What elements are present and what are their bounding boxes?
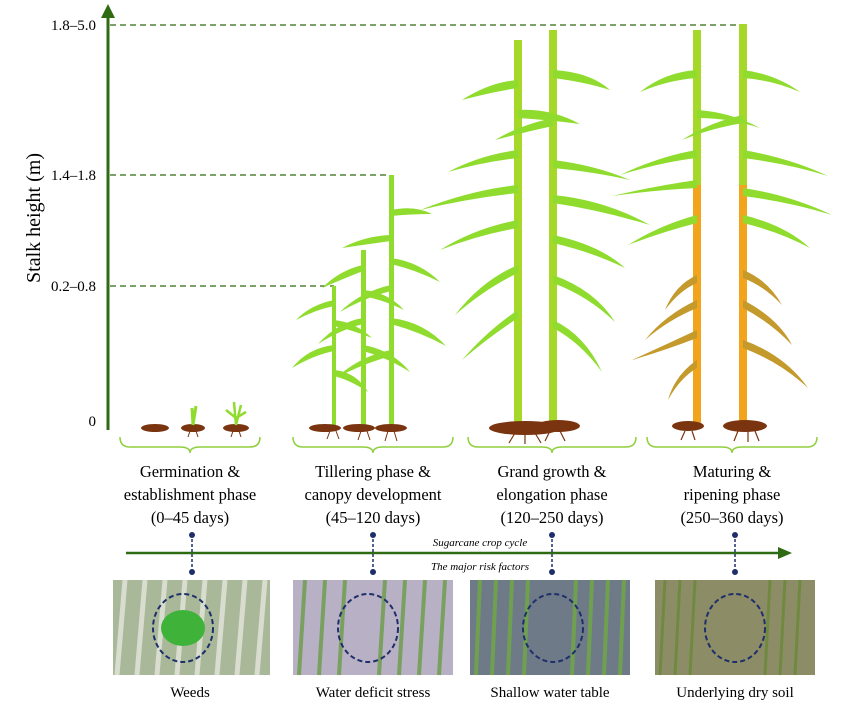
risk-label-water-deficit: Water deficit stress: [316, 685, 431, 701]
phase-2-line-2: canopy development: [305, 485, 442, 504]
y-tick-label-lower: 0.2–0.8: [51, 279, 96, 295]
connector-2-dot-top: [370, 532, 376, 538]
risk-photo-weeds: [113, 579, 270, 676]
crop-cycle-arrowhead: [778, 547, 792, 559]
risk-label-weeds: Weeds: [170, 685, 210, 701]
risk-factors-label: The major risk factors: [431, 561, 529, 573]
phase-brace-tillering: [292, 436, 454, 454]
connector-4-dot-top: [732, 532, 738, 538]
phase-4-line-1: Maturing &: [693, 462, 772, 481]
y-tick-label-zero: 0: [89, 414, 97, 430]
y-tick-label-upper: 1.4–1.8: [51, 168, 96, 184]
connector-1-dot-bottom: [189, 569, 195, 575]
risk-label-shallow-water: Shallow water table: [490, 685, 609, 701]
risk-label-dry-soil: Underlying dry soil: [676, 685, 794, 701]
risk-photo-dry-soil: [655, 579, 815, 676]
connector-4-dot-bottom: [732, 569, 738, 575]
germination-plants: [141, 401, 249, 438]
phase-3-line-2: elongation phase: [496, 485, 607, 504]
connector-1-dot-top: [189, 532, 195, 538]
phase-brace-germination: [119, 436, 261, 454]
connector-3-dot-top: [549, 532, 555, 538]
phase-4-line-3: (250–360 days): [680, 508, 783, 527]
tillering-plants: [292, 175, 446, 442]
risk-photo-water-deficit: [293, 579, 453, 676]
phase-brace-maturing: [646, 436, 818, 454]
y-axis-arrowhead: [101, 4, 115, 18]
risk-photo-shallow-water: [470, 579, 630, 676]
phase-1-line-1: Germination &: [140, 462, 241, 481]
phase-3-line-3: (120–250 days): [500, 508, 603, 527]
connector-2-dot-bottom: [370, 569, 376, 575]
phase-2-line-3: (45–120 days): [326, 508, 421, 527]
grand-growth-plants: [420, 30, 650, 444]
phase-3-line-1: Grand growth &: [497, 462, 606, 481]
phase-1-line-3: (0–45 days): [151, 508, 229, 527]
phase-2-line-1: Tillering phase &: [315, 462, 431, 481]
crop-cycle-label: Sugarcane crop cycle: [433, 537, 528, 549]
y-axis-title: Stalk height (m): [23, 153, 45, 283]
connector-3-dot-bottom: [549, 569, 555, 575]
phase-4-line-2: ripening phase: [684, 485, 781, 504]
y-tick-label-top: 1.8–5.0: [51, 18, 96, 34]
maturing-plants: [612, 24, 832, 442]
phase-brace-grand-growth: [467, 436, 637, 454]
phase-1-line-2: establishment phase: [124, 485, 256, 504]
